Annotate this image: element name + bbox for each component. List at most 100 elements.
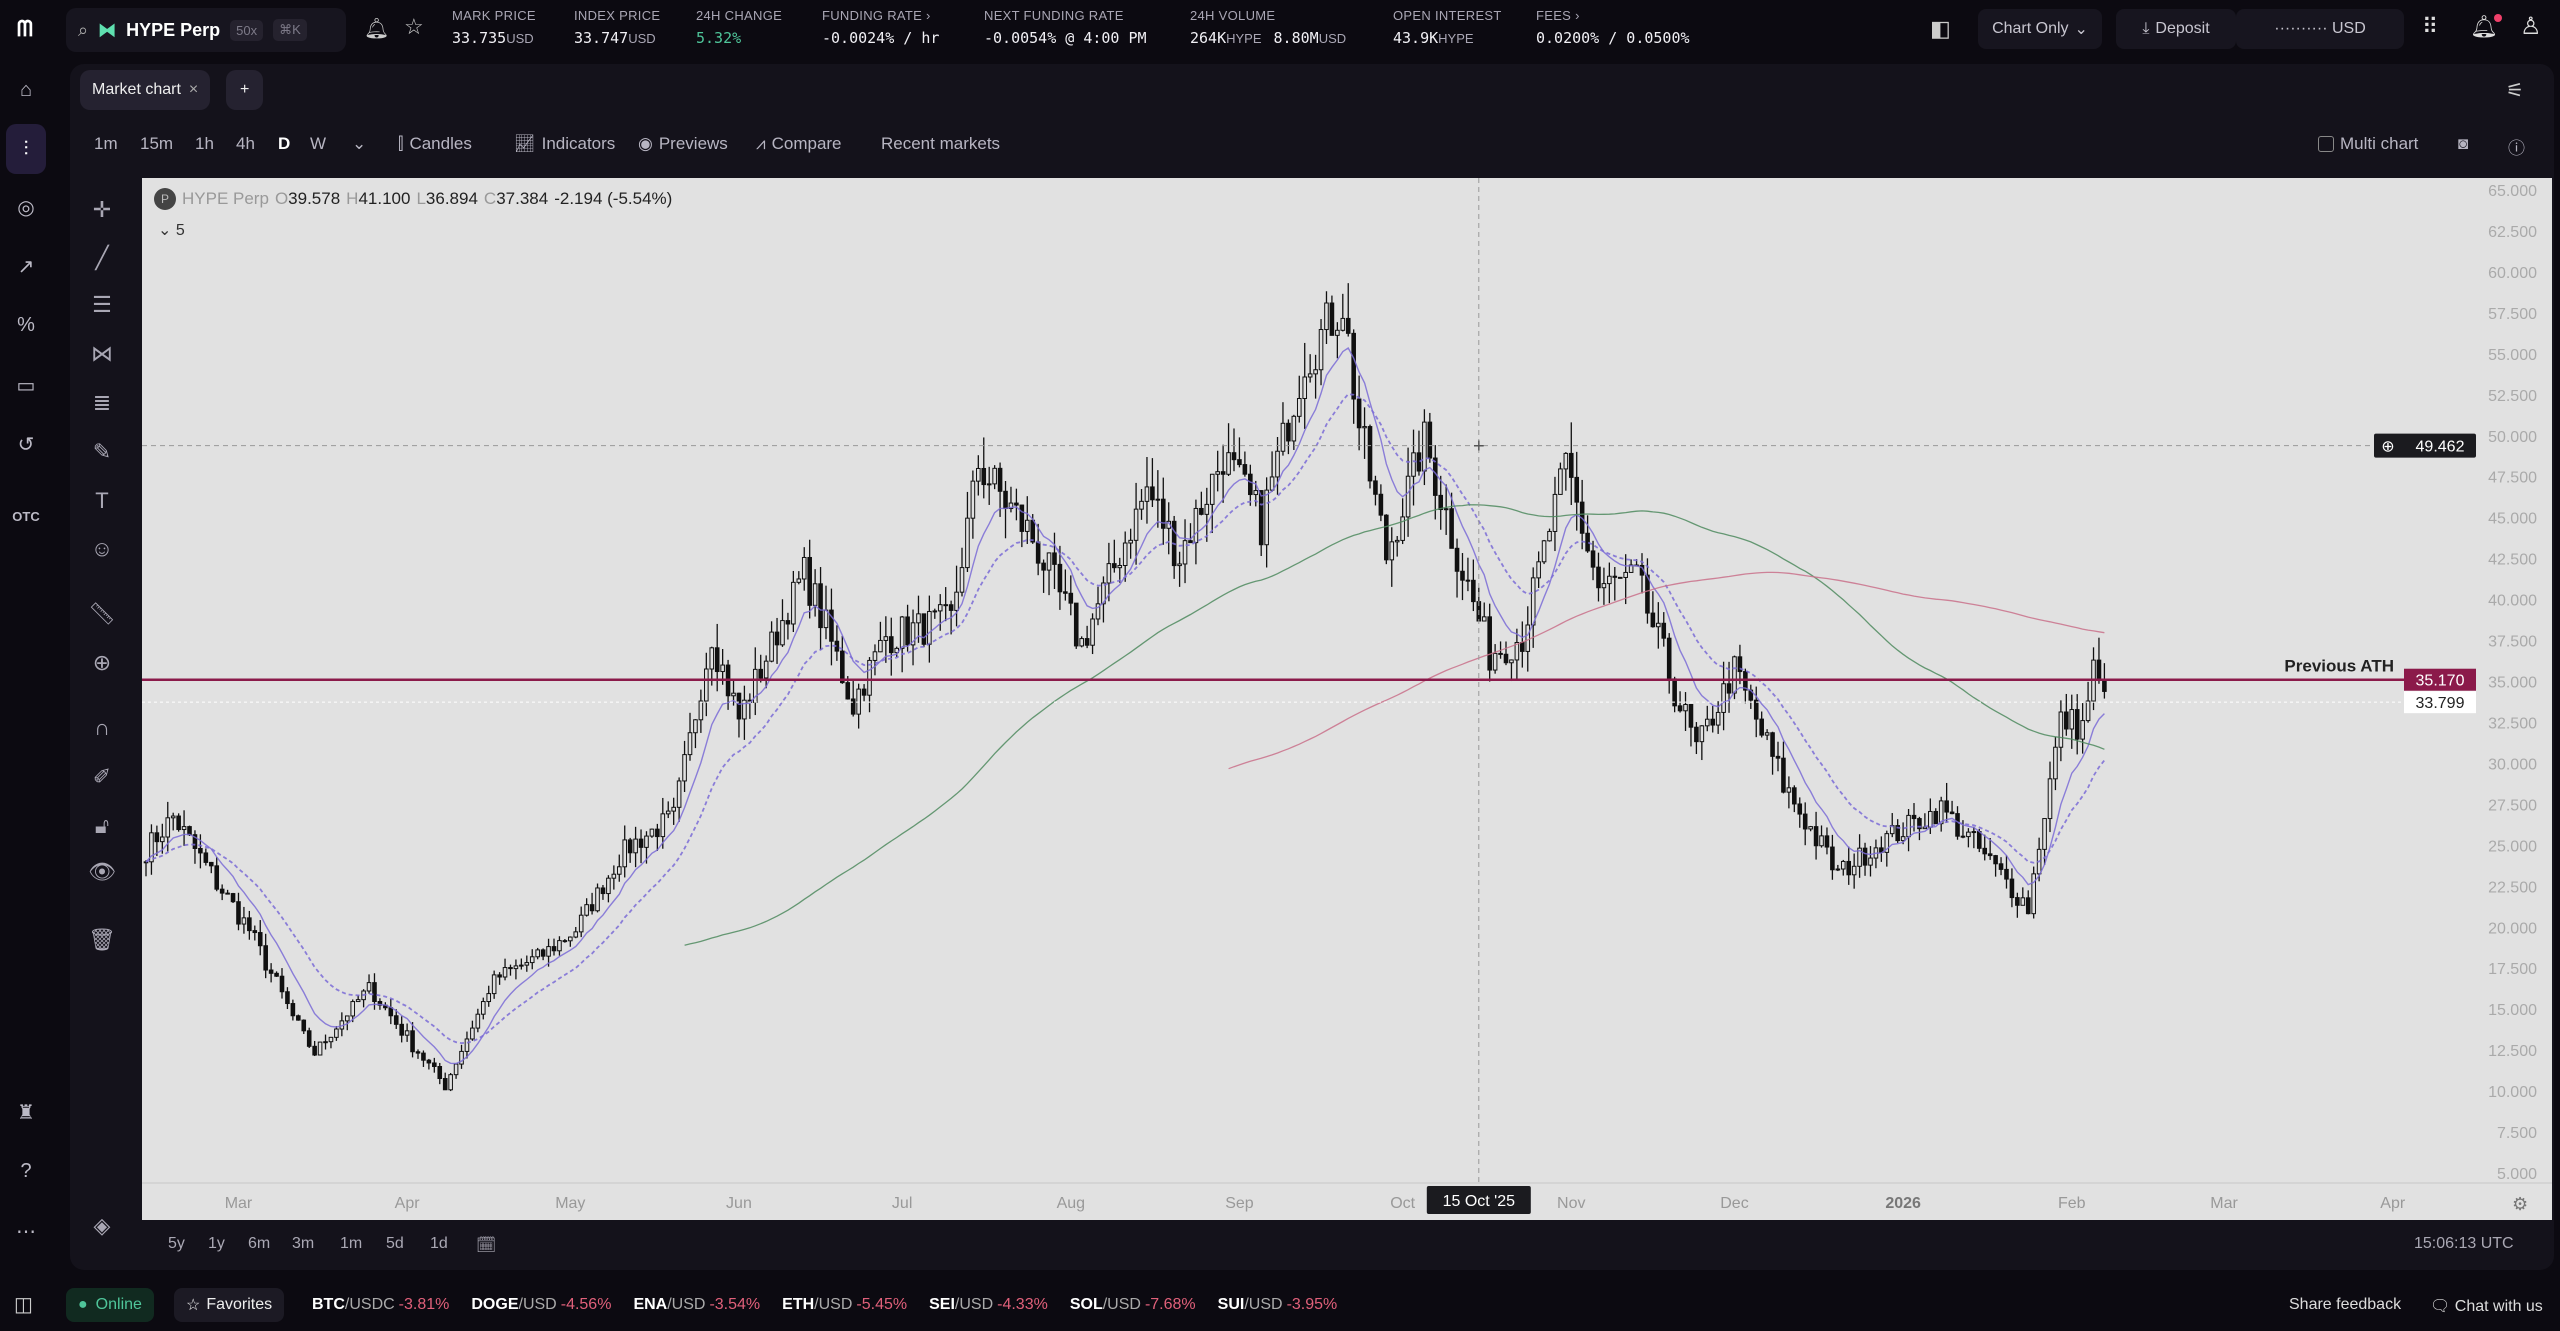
favorites-button[interactable]: ☆ Favorites (174, 1288, 285, 1322)
add-tab-button[interactable]: + (226, 70, 264, 110)
ticker-item[interactable]: SEI/USD -4.33% (929, 1296, 1048, 1314)
user-icon[interactable]: ♙ (2520, 13, 2542, 40)
candle (633, 826, 638, 868)
range-6m[interactable]: 6m (248, 1235, 271, 1252)
interval-D[interactable]: D (278, 134, 291, 153)
interval-dropdown[interactable]: ⌄ (352, 134, 367, 153)
range-5d[interactable]: 5d (386, 1235, 404, 1252)
sidebar-item-otc[interactable]: OTC (12, 508, 40, 524)
ticker-item[interactable]: BTC/USDC -3.81% (312, 1296, 449, 1314)
ticker-item[interactable]: SOL/USD -7.68% (1070, 1296, 1196, 1314)
range-1y[interactable]: 1y (208, 1235, 225, 1252)
interval-W[interactable]: W (310, 134, 327, 153)
notifications-icon[interactable]: 🔔︎ (2470, 14, 2502, 40)
help-icon[interactable]: ⓘ (2508, 139, 2525, 158)
tab-market-chart[interactable]: Market chart × (80, 70, 211, 110)
market-search[interactable]: ⌕ ⧓ HYPE Perp 50x ⌘K (66, 8, 346, 52)
settings-sliders-icon[interactable]: ⚟ (2506, 80, 2524, 102)
candle (878, 621, 883, 653)
eye-icon[interactable]: 👁︎ (88, 859, 116, 884)
lock-icon[interactable]: 🔓︎ (94, 813, 110, 838)
stat-unit: USD (506, 31, 534, 46)
candle (1182, 519, 1188, 584)
text-icon[interactable]: T (95, 488, 109, 513)
ticker-item[interactable]: DOGE/USD -4.56% (471, 1296, 611, 1314)
magnet-icon[interactable]: ∩ (94, 715, 110, 740)
interval-4h[interactable]: 4h (236, 134, 255, 153)
ticker-item[interactable]: ETH/USD -5.45% (782, 1296, 907, 1314)
brush-icon[interactable]: ✎ (92, 439, 112, 464)
candle (1933, 808, 1939, 825)
range-1d[interactable]: 1d (430, 1235, 448, 1252)
fib-icon[interactable]: ≣ (92, 390, 112, 415)
close-icon[interactable]: × (188, 81, 199, 98)
range-3m[interactable]: 3m (292, 1235, 315, 1252)
ticker-symbol: SOL (1069, 1296, 1103, 1313)
bell-icon[interactable]: 🔔︎ (364, 18, 390, 40)
chat-button[interactable]: 🗨︎ Chat with us (2430, 1296, 2543, 1316)
range-5y[interactable]: 5y (168, 1235, 185, 1252)
balance-display[interactable]: ·········· USD (2236, 9, 2404, 49)
add-alert-icon[interactable]: ⊕ (2381, 439, 2394, 456)
candle (1073, 602, 1079, 649)
ticker-item[interactable]: ENA/USD -3.54% (633, 1296, 760, 1314)
compare-button[interactable]: ⩘ Compare (756, 134, 842, 154)
deposit-button[interactable]: ⤓ Deposit (2116, 9, 2236, 49)
wallet-icon[interactable]: ▭ (16, 374, 36, 397)
apps-grid-icon[interactable]: ⠿ (2422, 14, 2439, 39)
trendline-icon[interactable]: ╱ (95, 245, 109, 270)
trash-icon[interactable]: 🗑︎ (88, 927, 116, 952)
horizontal-lines-icon[interactable]: ☰ (92, 292, 112, 317)
interval-15m[interactable]: 15m (140, 134, 174, 153)
layout-icon[interactable]: ◧ (1930, 16, 1951, 41)
high-label: H (346, 189, 359, 208)
ticker-item[interactable]: SUI/USD -3.95% (1218, 1296, 1338, 1314)
open-value: 39.578 (288, 189, 341, 208)
panel-toggle-icon[interactable]: ◫ (14, 1294, 33, 1316)
candle (1204, 487, 1210, 542)
zoom-in-icon[interactable]: ⊕ (92, 650, 112, 675)
logo-icon[interactable]: ᗰ (17, 16, 33, 41)
pencil-lock-icon[interactable]: ✐ (92, 764, 112, 789)
multi-chart-toggle[interactable]: Multi chart (2318, 134, 2418, 154)
candles-button[interactable]: ⫿ Candles (398, 134, 472, 154)
ruler-icon[interactable]: 📏︎ (88, 601, 116, 626)
camera-icon[interactable]: ◙ (2458, 134, 2469, 153)
recent-markets-button[interactable]: Recent markets (881, 134, 1001, 153)
interval-1h[interactable]: 1h (195, 134, 214, 153)
history-icon[interactable]: ↺ (17, 433, 35, 456)
indicators-button[interactable]: 📈︎ Indicators (514, 134, 615, 154)
share-feedback-link[interactable]: Share feedback (2289, 1296, 2402, 1313)
candle (1993, 854, 1998, 877)
chart-settings-icon[interactable]: ⚙ (2512, 1194, 2528, 1214)
candle (1280, 402, 1286, 456)
checkbox[interactable] (2318, 136, 2334, 152)
calendar-icon[interactable]: 🗓︎ (476, 1237, 497, 1254)
y-tick-label: 45.000 (2488, 511, 2537, 528)
percent-icon[interactable]: % (17, 313, 35, 336)
candle (1753, 686, 1759, 738)
candle (578, 906, 584, 938)
emoji-icon[interactable]: ☺ (90, 536, 114, 561)
candle (1520, 621, 1525, 668)
home-icon[interactable]: ⌂ (19, 78, 33, 101)
previews-button[interactable]: ◉ Previews (638, 134, 728, 154)
candle (1084, 625, 1090, 649)
pattern-icon[interactable]: ⋈ (91, 341, 113, 366)
sidebar-item-chart-active[interactable]: ⫶ (6, 124, 46, 174)
crosshair-icon[interactable]: ✛ (92, 197, 112, 222)
candle (872, 644, 878, 676)
price-chart[interactable]: 65.000 62.500 60.000 57.500 55.000 52.500 50.0… (142, 178, 2552, 1220)
coins-icon[interactable]: ◎ (17, 196, 35, 219)
more-icon[interactable]: ⋯ (16, 1220, 36, 1243)
star-icon[interactable]: ☆ (404, 14, 424, 39)
range-1m[interactable]: 1m (340, 1235, 363, 1252)
indicators-toggle[interactable]: ⌄ 5 (158, 222, 185, 239)
layers-icon[interactable]: ◈ (93, 1213, 111, 1238)
help-icon[interactable]: ? (20, 1159, 32, 1182)
candlestick-chart[interactable]: 65.00062.50060.00057.50055.00052.50050.0… (142, 178, 2552, 1220)
trophy-icon[interactable]: ♜ (17, 1101, 35, 1124)
trend-icon[interactable]: ↗ (17, 255, 35, 278)
interval-1m[interactable]: 1m (94, 134, 118, 153)
view-mode-dropdown[interactable]: Chart Only ⌄ (1978, 9, 2102, 49)
